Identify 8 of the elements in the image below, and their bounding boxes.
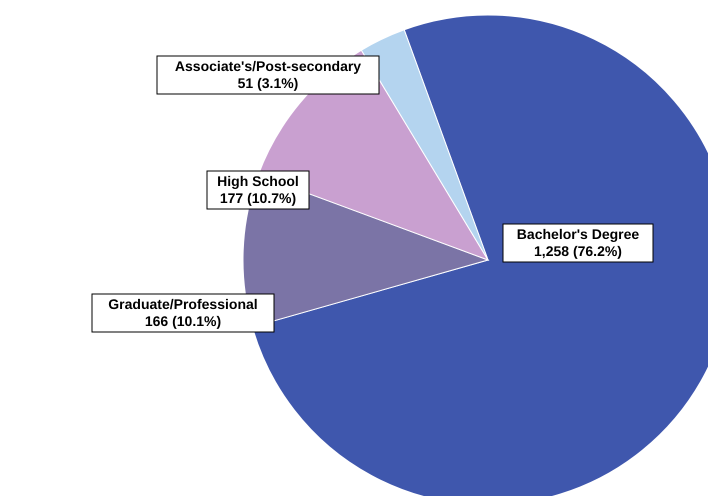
slice-label: Bachelor's Degree	[516, 226, 640, 242]
data-label: 1,258 (76.2%)	[534, 243, 622, 259]
slice-label: Graduate/Professional	[108, 296, 258, 312]
data-label: 51 (3.1%)	[238, 75, 298, 91]
slice-label: Associate's/Post-secondary	[174, 58, 362, 74]
data-label: 177 (10.7%)	[220, 190, 296, 206]
data-label: 166 (10.1%)	[144, 313, 222, 329]
slice-label: High School	[217, 173, 299, 189]
